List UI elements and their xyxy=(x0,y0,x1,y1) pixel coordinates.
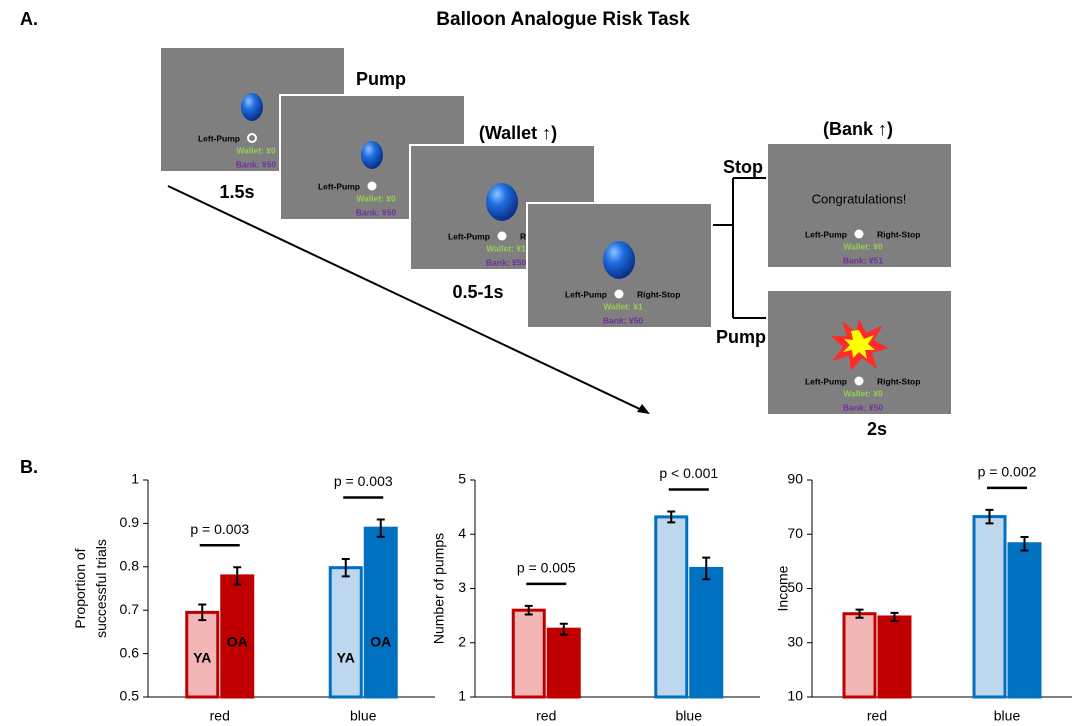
p-value: p < 0.001 xyxy=(659,465,718,481)
bar-label: YA xyxy=(193,650,211,666)
p-value: p = 0.003 xyxy=(334,473,393,489)
y-axis-label: successful trials xyxy=(93,539,109,638)
title: Balloon Analogue Risk Task xyxy=(436,9,690,30)
caption: 2s xyxy=(867,419,887,439)
right-label: Right-Stop xyxy=(877,229,920,239)
x-tick-label: red xyxy=(867,708,887,724)
wallet: Wallet: ¥1 xyxy=(486,243,526,253)
y-tick-label: 0.5 xyxy=(120,688,140,704)
message: Congratulations! xyxy=(812,191,907,206)
right-label: Right-Stop xyxy=(877,376,920,386)
x-tick-label: red xyxy=(210,708,230,724)
screens: Left-Pump Wallet: ¥0 Bank: ¥50 Left-Pump Wal… xyxy=(160,47,952,415)
bar xyxy=(691,568,722,697)
y-tick-label: 2 xyxy=(458,633,466,649)
balloon xyxy=(241,93,263,121)
caption: (Wallet ↑) xyxy=(479,123,557,143)
balloon xyxy=(603,241,635,279)
x-tick-label: red xyxy=(536,708,556,724)
y-tick-label: 0.7 xyxy=(120,601,140,617)
bar-label: OA xyxy=(370,634,391,650)
bank: Bank: ¥50 xyxy=(603,315,643,325)
caption: Pump xyxy=(716,327,766,347)
y-tick-label: 4 xyxy=(458,525,466,541)
bar xyxy=(656,517,687,697)
balloon xyxy=(486,183,518,221)
bar xyxy=(548,629,579,697)
left-label: Left-Pump xyxy=(805,229,847,239)
y-axis-label: Number of pumps xyxy=(431,533,447,644)
bank: Bank: ¥50 xyxy=(236,159,276,169)
panel-label: A. xyxy=(20,9,38,29)
bar xyxy=(513,610,544,697)
wallet: Wallet: ¥1 xyxy=(603,301,643,311)
panel-label: B. xyxy=(20,457,38,477)
x-tick-label: blue xyxy=(676,708,703,724)
y-tick-label: 10 xyxy=(787,688,803,704)
bar xyxy=(879,617,910,697)
y-axis-label: Income xyxy=(775,565,791,611)
left-label: Left-Pump xyxy=(198,133,240,143)
fixation xyxy=(855,377,864,386)
y-tick-label: 1 xyxy=(458,688,466,704)
bank: Bank: ¥50 xyxy=(356,207,396,217)
right-label: R xyxy=(520,231,526,241)
left-label: Left-Pump xyxy=(318,181,360,191)
bar-label: YA xyxy=(337,650,355,666)
bar xyxy=(1009,544,1040,697)
charts: 0.5 0.6 0.7 0.8 0.9 1 Proportion of successful … xyxy=(72,464,1072,724)
x-tick-label: blue xyxy=(350,708,377,724)
p-value: p = 0.002 xyxy=(978,464,1037,480)
right-label: Right-Stop xyxy=(637,289,680,299)
arrow-head xyxy=(637,404,650,414)
bar xyxy=(365,528,396,697)
caption: 1.5s xyxy=(219,182,254,202)
fixation xyxy=(368,182,377,191)
y-tick-label: 90 xyxy=(787,471,803,487)
p-value: p = 0.003 xyxy=(190,521,249,537)
bar xyxy=(330,568,361,697)
y-tick-label: 0.8 xyxy=(120,558,140,574)
x-tick-label: blue xyxy=(994,708,1021,724)
wallet: Wallet: ¥0 xyxy=(356,193,396,203)
bar-label: OA xyxy=(227,634,248,650)
left-label: Left-Pump xyxy=(565,289,607,299)
fixation xyxy=(498,232,507,241)
branch-lines xyxy=(712,178,767,318)
fixation xyxy=(855,230,864,239)
figure: A. Balloon Analogue Risk Task Left-Pump W… xyxy=(0,0,1075,726)
left-label: Left-Pump xyxy=(805,376,847,386)
caption: 0.5-1s xyxy=(452,282,503,302)
y-axis-label: Proportion of xyxy=(72,548,88,628)
y-tick-label: 0.6 xyxy=(120,644,140,660)
bank: Bank: ¥50 xyxy=(843,402,883,412)
caption: Stop xyxy=(723,157,763,177)
y-tick-label: 1 xyxy=(131,471,139,487)
caption: (Bank ↑) xyxy=(823,119,893,139)
y-tick-label: 0.9 xyxy=(120,514,140,530)
p-value: p = 0.005 xyxy=(517,560,576,576)
fixation xyxy=(615,290,624,299)
y-tick-label: 70 xyxy=(787,525,803,541)
balloon xyxy=(361,141,383,169)
y-tick-label: 30 xyxy=(787,633,803,649)
bank: Bank: ¥50 xyxy=(486,257,526,267)
left-label: Left-Pump xyxy=(448,231,490,241)
wallet: Wallet: ¥0 xyxy=(843,388,883,398)
y-tick-label: 3 xyxy=(458,579,466,595)
caption: Pump xyxy=(356,69,406,89)
wallet: Wallet: ¥0 xyxy=(236,145,276,155)
bank: Bank: ¥51 xyxy=(843,255,883,265)
bar xyxy=(974,517,1005,697)
wallet: Wallet: ¥0 xyxy=(843,241,883,251)
bar xyxy=(844,614,875,697)
y-tick-label: 5 xyxy=(458,471,466,487)
